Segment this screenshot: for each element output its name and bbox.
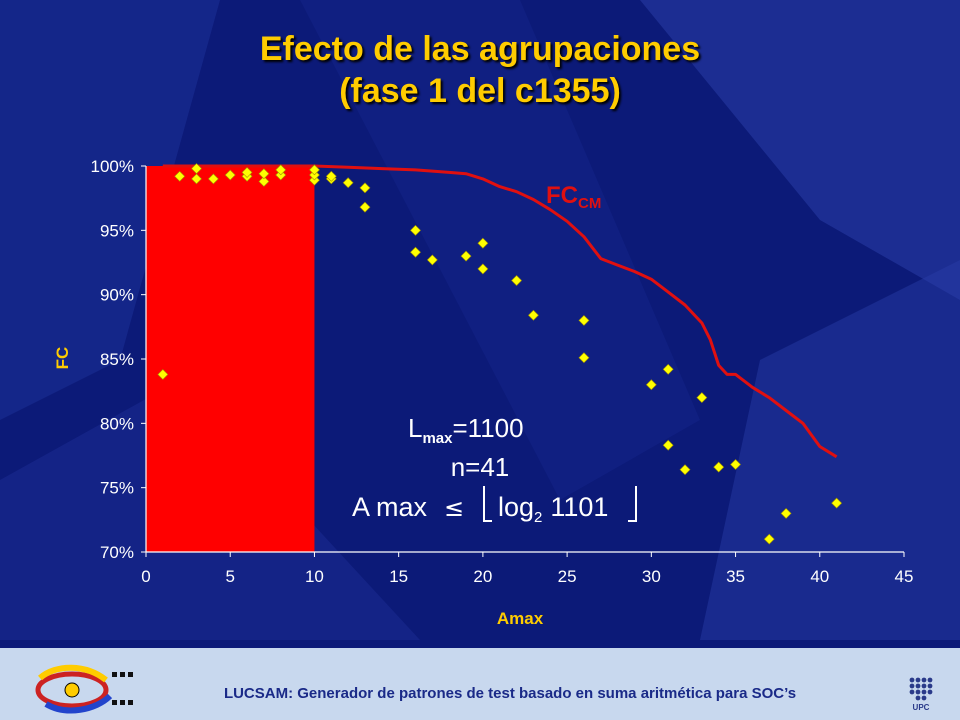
y-tick-label: 100% (91, 157, 134, 176)
floor-bracket-right (628, 486, 637, 522)
formula-log: log2 1101 (498, 492, 608, 526)
data-point (511, 275, 523, 286)
title-line-2: (fase 1 del c1355) (339, 72, 621, 110)
data-point (831, 497, 843, 509)
data-point (679, 464, 691, 476)
curve-label-sub: CM (578, 195, 601, 212)
shaded-region (146, 166, 315, 552)
data-point (477, 237, 489, 249)
data-point (410, 246, 421, 258)
y-tick-label: 95% (100, 221, 134, 240)
slide-title: Efecto de las agrupaciones (fase 1 del c… (0, 28, 960, 112)
formula-log-number: 1101 (550, 492, 608, 522)
x-tick-label: 15 (389, 567, 408, 586)
x-tick-label: 35 (726, 567, 745, 586)
footer-caption: LUCSAM: Generador de patrones de test ba… (223, 685, 797, 702)
footer-bar (0, 648, 960, 720)
data-point (780, 507, 792, 519)
annotation-formula: A max ≤ log2 1101 (352, 486, 637, 526)
y-axis-label: FC (53, 347, 72, 370)
data-point (645, 379, 657, 391)
annotation-lmax-value: =1100 (453, 413, 524, 443)
fc-cm-curve (162, 164, 838, 459)
data-point (191, 173, 202, 185)
data-point (275, 164, 287, 176)
data-point (258, 168, 270, 180)
data-point (578, 314, 590, 326)
annotation-n: n=41 (451, 452, 510, 482)
data-point (730, 459, 741, 470)
data-point (477, 263, 489, 275)
data-point (157, 369, 169, 380)
data-point (426, 254, 438, 266)
data-point (309, 164, 320, 176)
y-tick-label: 75% (100, 479, 134, 498)
x-tick-label: 25 (558, 567, 577, 586)
data-point (359, 201, 371, 213)
x-tick-label: 45 (895, 567, 914, 586)
data-point (191, 163, 202, 174)
formula-log-word: log (498, 492, 534, 522)
curve-label-main: FC (546, 182, 578, 209)
x-tick-label: 0 (141, 567, 150, 586)
x-tick-label: 5 (225, 567, 234, 586)
annotation-lmax-letter: L (408, 413, 422, 443)
data-point (696, 392, 708, 404)
data-point (359, 182, 371, 194)
y-tick-label: 70% (100, 543, 134, 562)
y-tick-label: 85% (100, 350, 134, 369)
x-axis-label: Amax (497, 609, 544, 628)
lucsam-logo (35, 664, 133, 714)
formula-a-max: A max (352, 492, 428, 522)
data-point (224, 169, 236, 181)
data-point (410, 224, 421, 236)
data-point (662, 363, 674, 375)
formula-leq: ≤ (444, 494, 464, 522)
data-point (527, 309, 539, 321)
curve-label: FCCM (546, 182, 601, 212)
annotation-lmax-sub: max (422, 430, 453, 447)
title-line-1: Efecto de las agrupaciones (259, 30, 701, 68)
data-point (460, 250, 472, 262)
x-tick-label: 10 (305, 567, 324, 586)
floor-bracket-left (483, 486, 492, 522)
upc-logo: UPC (909, 677, 933, 712)
x-tick-label: 20 (473, 567, 492, 586)
upc-logo-text: UPC (913, 703, 930, 712)
data-point (241, 167, 253, 178)
formula-log-base: 2 (534, 509, 542, 526)
data-point (763, 533, 775, 545)
data-point (258, 176, 270, 187)
data-point (713, 461, 725, 473)
data-point (342, 177, 354, 189)
x-tick-label: 40 (810, 567, 829, 586)
data-point (207, 173, 219, 185)
data-point (325, 170, 337, 182)
data-point (174, 170, 186, 182)
data-point (662, 439, 674, 451)
x-tick-label: 30 (642, 567, 661, 586)
data-point (578, 352, 590, 364)
y-tick-label: 80% (100, 414, 134, 433)
annotation-lmax: Lmax=1100 (408, 413, 524, 447)
y-tick-label: 90% (100, 286, 134, 305)
